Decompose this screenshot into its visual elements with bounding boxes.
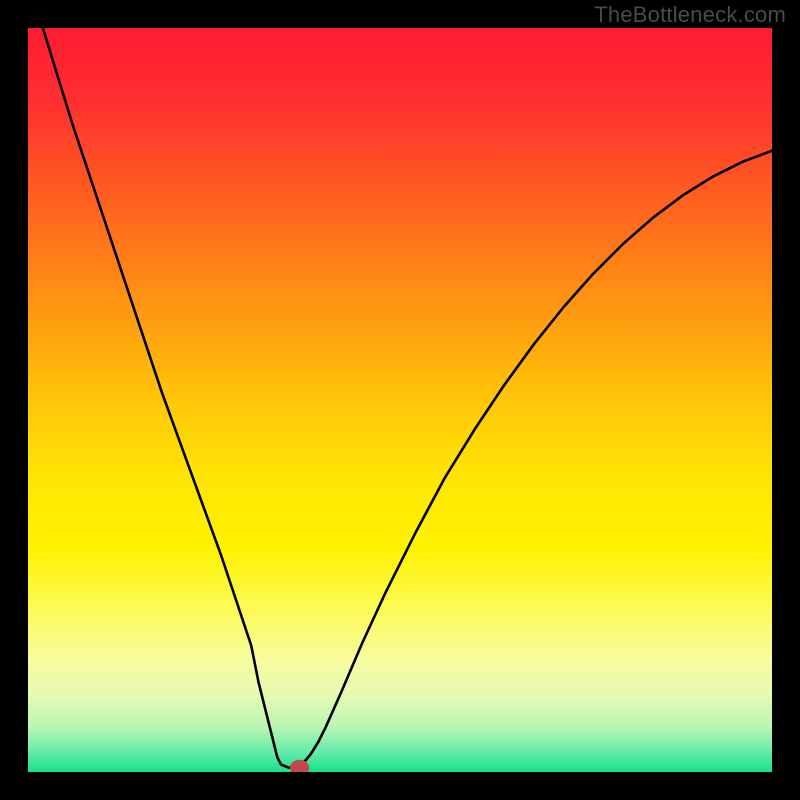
chart-background xyxy=(28,28,772,772)
chart-svg xyxy=(28,28,772,772)
watermark-text: TheBottleneck.com xyxy=(594,2,786,28)
chart-plot-area xyxy=(28,28,772,772)
